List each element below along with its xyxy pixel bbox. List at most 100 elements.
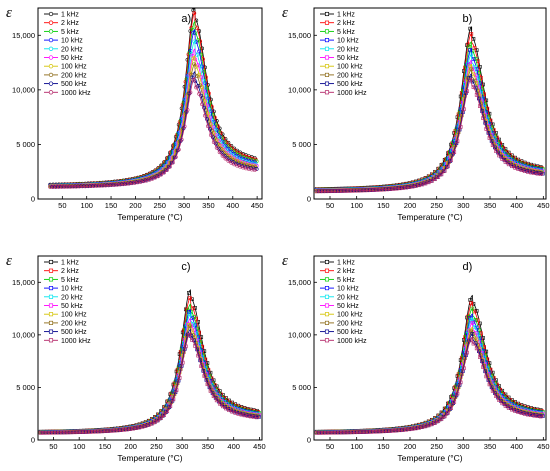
data-point [208,122,213,127]
y-tick-label: 0 [307,436,311,445]
data-point [226,147,231,151]
data-point [480,109,484,113]
data-point [446,411,450,415]
data-point [206,111,210,116]
legend-label: 10 kHz [337,286,359,293]
legend-label: 2 kHz [337,20,355,27]
y-tick-label: 15,000 [12,278,35,287]
data-point [252,168,257,172]
legend-label: 500 kHz [337,329,363,336]
data-point [468,64,473,68]
legend-marker [324,303,330,308]
data-point [469,301,474,306]
data-point [444,411,449,416]
x-tick-label: 300 [176,442,189,451]
legend-marker [48,312,54,317]
x-tick-label: 50 [326,201,334,210]
legend-label: 1 kHz [61,12,79,19]
data-point [467,44,472,49]
data-point [191,306,195,311]
data-point [153,420,157,425]
x-tick-label: 300 [457,442,470,451]
legend-marker [324,55,330,60]
x-tick-label: 400 [227,201,240,210]
x-tick-label: 150 [377,201,390,210]
legend-marker [48,338,54,343]
panel-label: a) [181,13,191,25]
data-point [471,319,476,324]
data-point [200,46,205,51]
legend-label: 1 kHz [337,260,355,267]
data-point [195,74,200,79]
y-tick-label: 10,000 [12,330,35,339]
data-point [195,26,200,31]
legend-marker [324,312,330,317]
data-point [433,177,437,182]
data-point [173,155,178,159]
data-point [176,147,181,152]
x-tick-label: 50 [58,201,66,210]
data-point [471,341,476,346]
legend-marker [324,338,330,343]
data-point [187,291,191,295]
panel-1: 50 100 150 200 250 300 350 400 450 0 5 000 10,000 15… [6,5,263,222]
data-point [485,106,490,111]
legend-label: 5 kHz [61,29,79,36]
data-point [197,49,202,54]
data-point [439,417,444,421]
x-tick-label: 450 [253,442,266,451]
y-tick-label: 0 [31,195,35,204]
data-point [210,125,215,130]
x-tick-label: 300 [178,201,191,210]
data-point [156,418,160,423]
data-point [188,324,192,329]
legend-label: 20 kHz [61,46,83,53]
series-line-9 [40,328,260,434]
data-point [205,382,210,387]
data-point [183,344,188,349]
x-tick-label: 150 [105,201,118,210]
data-point [469,52,474,57]
data-point [472,78,477,83]
data-point [490,389,495,393]
data-point [202,105,206,110]
legend-label: 100 kHz [61,312,87,319]
data-point [470,79,475,84]
data-point [164,410,169,414]
series-line-4 [40,308,260,433]
data-point [439,172,444,177]
panel-label: d) [462,261,472,273]
legend-label: 500 kHz [61,329,87,336]
data-point [468,26,473,31]
data-point [207,115,212,120]
legend-marker [48,259,54,265]
x-axis-title: Temperature (°C) [397,212,462,222]
data-point [159,416,163,420]
y-tick-label: 10,000 [288,85,311,94]
data-point [221,404,225,409]
legend-marker [48,20,54,25]
data-point [455,139,460,144]
data-point [487,382,492,387]
data-point [187,91,192,96]
data-point [538,172,543,176]
legend-label: 1000 kHz [337,338,367,345]
legend-marker [48,329,54,334]
x-tick-label: 350 [202,442,215,451]
data-point [446,164,450,169]
series-line-10 [316,336,544,434]
legend-marker [48,277,54,282]
x-tick-label: 50 [49,442,57,451]
data-point [481,365,485,369]
legend-label: 5 kHz [337,277,355,284]
series-markers-9 [40,332,261,435]
legend-label: 1000 kHz [61,338,91,345]
data-point [191,333,195,337]
data-point [179,137,184,142]
data-point [190,338,194,342]
data-point [503,160,508,164]
data-point [192,62,197,67]
data-point [470,331,475,336]
series-markers-3 [40,308,261,434]
